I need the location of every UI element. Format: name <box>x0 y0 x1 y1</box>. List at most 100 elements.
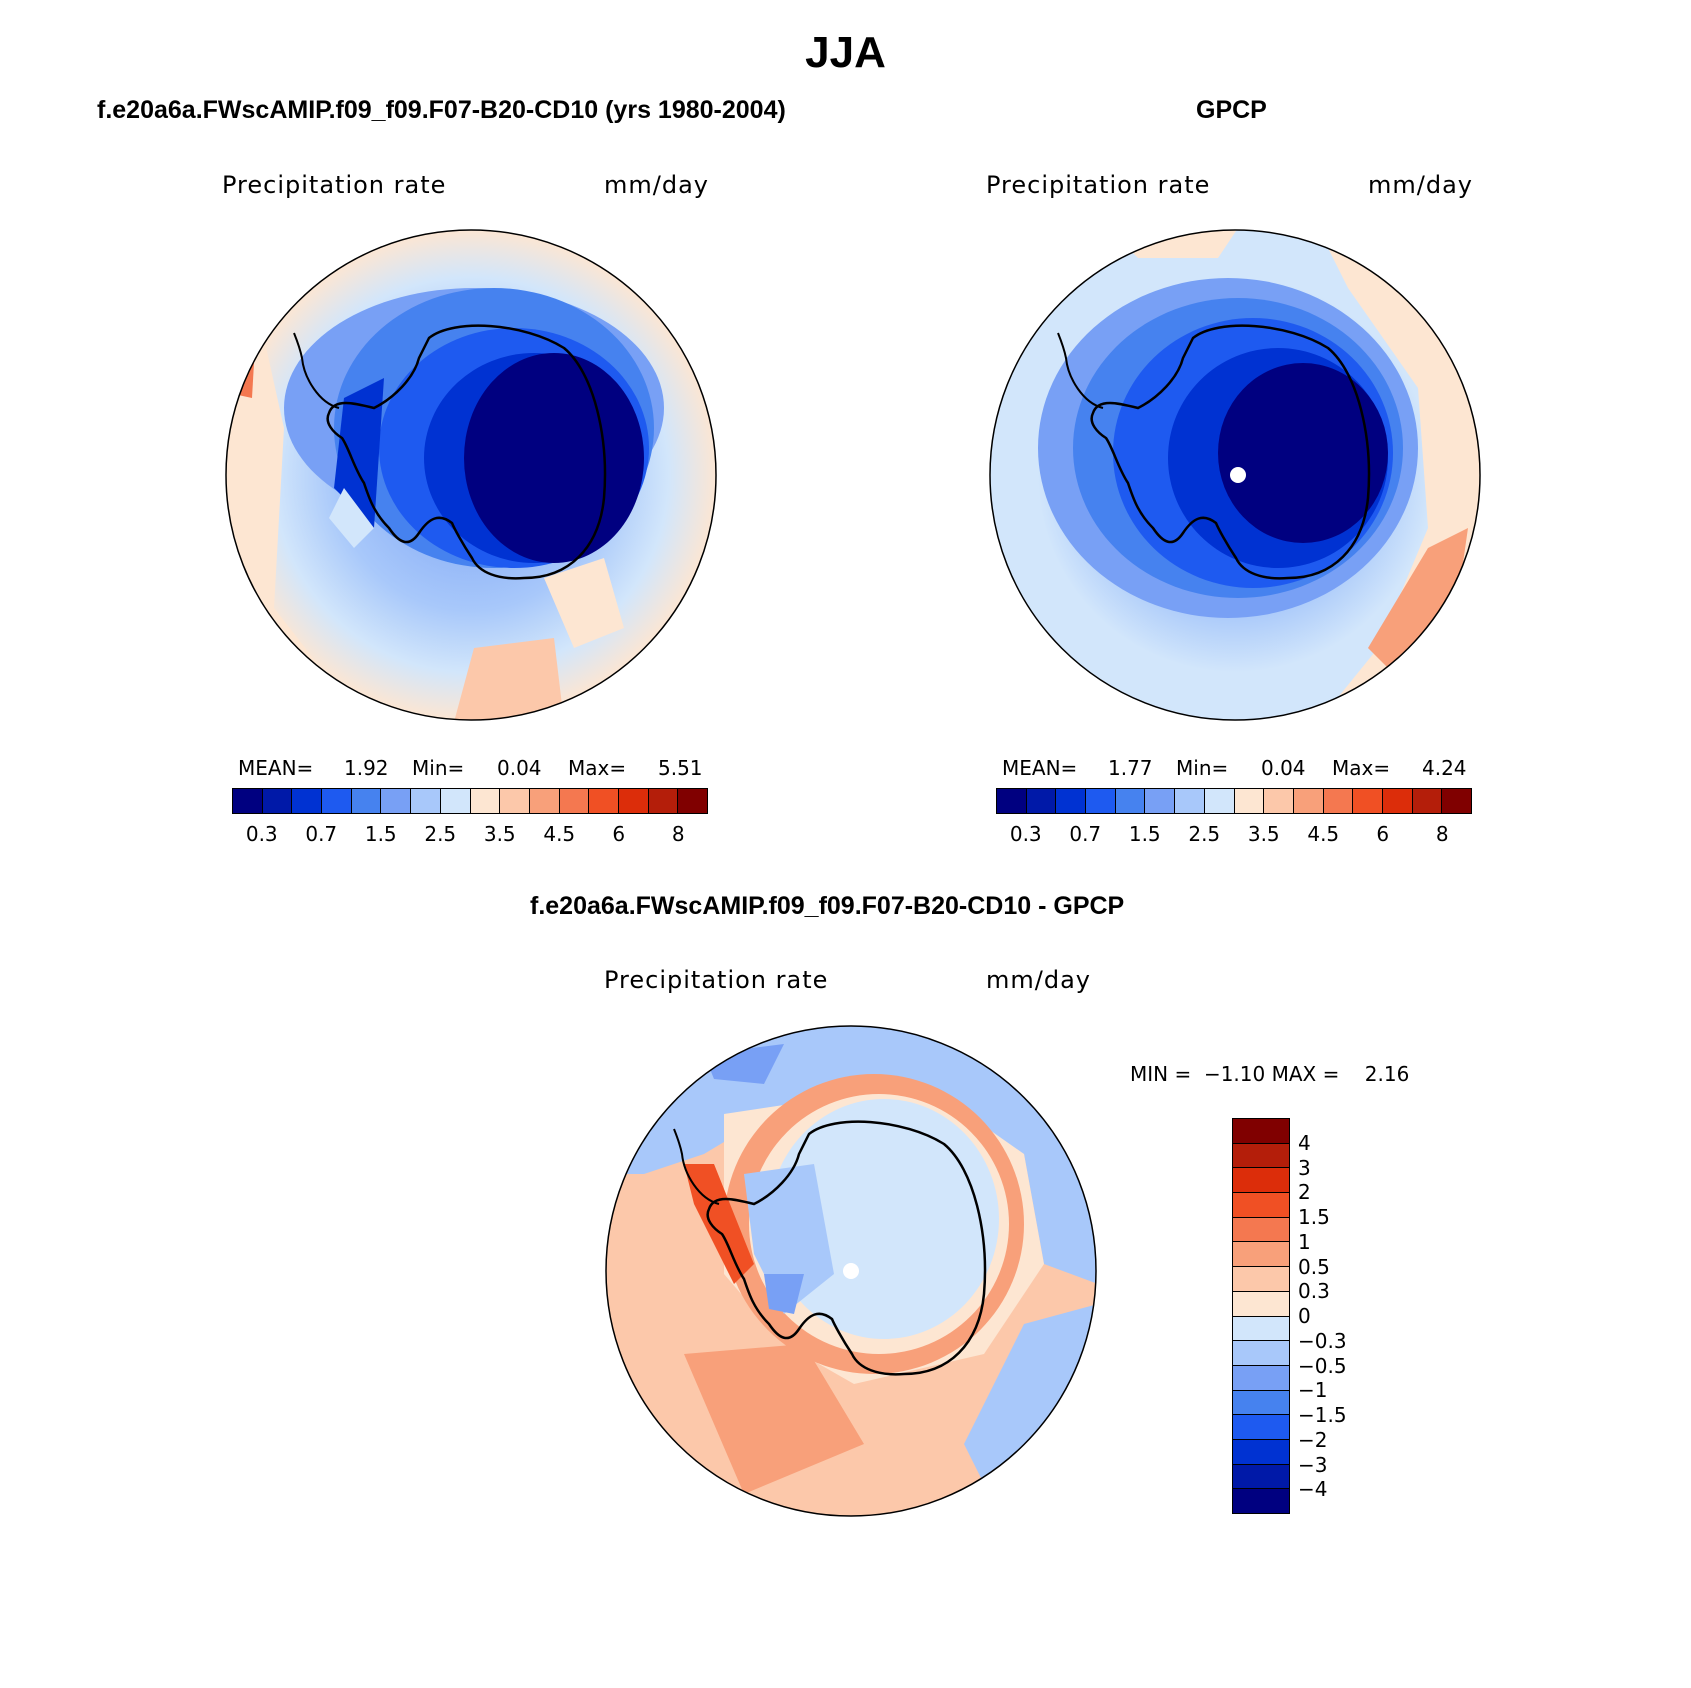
diff-colorbar-tick: −2 <box>1298 1427 1328 1452</box>
obs-colorbar-tick: 4.5 <box>1307 822 1340 846</box>
obs-colorbar-cell <box>1026 789 1057 813</box>
obs-colorbar-cell <box>1442 789 1471 813</box>
obs-colorbar-tick: 2.5 <box>1188 822 1221 846</box>
diff-colorbar-tick: 0.5 <box>1298 1254 1330 1279</box>
model-polar-map <box>225 229 717 721</box>
model-colorbar-tick: 3.5 <box>483 822 516 846</box>
obs-colorbar-ticks: 0.3 0.7 1.5 2.5 3.5 4.5 6 8 <box>996 822 1472 846</box>
obs-colorbar-tick: 6 <box>1376 822 1390 846</box>
obs-colorbar-cell <box>1412 789 1443 813</box>
diff-colorbar-cell <box>1233 1242 1289 1268</box>
obs-colorbar-cell <box>1086 789 1116 813</box>
diff-colorbar-cell <box>1233 1267 1289 1292</box>
obs-colorbar-cell <box>1204 789 1235 813</box>
obs-colorbar-cell <box>1056 789 1087 813</box>
model-colorbar-tick: 6 <box>612 822 626 846</box>
obs-colorbar-cell <box>1234 789 1265 813</box>
model-colorbar-cell <box>678 789 707 813</box>
model-colorbar-cell <box>262 789 293 813</box>
model-colorbar-tick: 2.5 <box>424 822 457 846</box>
diff-colorbar-tick: 0 <box>1298 1304 1311 1328</box>
diff-units-label: mm/day <box>986 966 1091 994</box>
model-colorbar-cell <box>529 789 560 813</box>
model-colorbar-tick: 0.3 <box>245 822 278 846</box>
model-colorbar-cell <box>500 789 530 813</box>
diff-colorbar-cell <box>1233 1341 1289 1366</box>
obs-colorbar-tick: 0.7 <box>1069 822 1102 846</box>
diff-colorbar-cell <box>1233 1464 1289 1490</box>
diff-colorbar-cell <box>1233 1415 1289 1440</box>
diff-colorbar-tick: 4 <box>1298 1130 1311 1155</box>
obs-panel-title: GPCP <box>1196 96 1267 124</box>
diff-colorbar-tick: 3 <box>1298 1155 1311 1180</box>
obs-colorbar-tick: 8 <box>1435 822 1449 846</box>
model-colorbar-cell <box>559 789 590 813</box>
diff-colorbar-tick: 0.3 <box>1298 1279 1330 1304</box>
diff-colorbar <box>1232 1118 1290 1514</box>
model-colorbar-cell <box>470 789 501 813</box>
model-mean-label: MEAN= <box>238 756 314 780</box>
obs-units-label: mm/day <box>1368 171 1473 199</box>
model-colorbar-cell <box>233 789 263 813</box>
obs-colorbar-cell <box>1293 789 1324 813</box>
model-variable-label: Precipitation rate <box>222 171 447 199</box>
obs-colorbar-tick: 1.5 <box>1128 822 1161 846</box>
obs-colorbar-cell <box>997 789 1027 813</box>
obs-colorbar-cell <box>1115 789 1146 813</box>
diff-colorbar-tick: −1.5 <box>1298 1403 1347 1427</box>
diff-colorbar-tick: −1 <box>1298 1378 1328 1403</box>
obs-colorbar-tick: 0.3 <box>1009 822 1042 846</box>
diff-colorbar-tick: 1.5 <box>1298 1205 1330 1229</box>
model-max-value: 5.51 <box>658 756 703 780</box>
model-colorbar-cell <box>589 789 619 813</box>
diff-minmax: MIN = −1.10 MAX = 2.16 <box>1130 1062 1410 1086</box>
obs-colorbar-cell <box>1382 789 1413 813</box>
diff-colorbar-cell <box>1233 1168 1289 1194</box>
obs-min-value: 0.04 <box>1261 756 1306 780</box>
diff-colorbar-cell <box>1233 1489 1289 1513</box>
diff-colorbar-cell <box>1233 1291 1289 1317</box>
obs-mean-label: MEAN= <box>1002 756 1078 780</box>
model-mean-value: 1.92 <box>344 756 389 780</box>
diff-colorbar-cell <box>1233 1365 1289 1391</box>
diff-colorbar-tick: 1 <box>1298 1229 1311 1254</box>
diff-colorbar-tick: −0.5 <box>1298 1353 1347 1378</box>
model-panel-title: f.e20a6a.FWscAMIP.f09_f09.F07-B20-CD10 (… <box>97 96 786 124</box>
model-colorbar-tick: 0.7 <box>305 822 338 846</box>
model-min-label: Min= <box>412 756 465 780</box>
obs-colorbar <box>996 788 1472 814</box>
diff-colorbar-cell <box>1233 1316 1289 1342</box>
diff-colorbar-cell <box>1233 1119 1289 1144</box>
model-colorbar-cell <box>618 789 649 813</box>
model-colorbar-cell <box>440 789 471 813</box>
diff-variable-label: Precipitation rate <box>604 966 829 994</box>
model-colorbar-cell <box>648 789 679 813</box>
diff-panel-title: f.e20a6a.FWscAMIP.f09_f09.F07-B20-CD10 -… <box>530 892 1125 920</box>
diff-colorbar-cell <box>1233 1193 1289 1218</box>
obs-colorbar-cell <box>1264 789 1294 813</box>
obs-colorbar-cell <box>1175 789 1205 813</box>
obs-mean-value: 1.77 <box>1108 756 1153 780</box>
obs-colorbar-cell <box>1145 789 1176 813</box>
model-max-label: Max= <box>568 756 627 780</box>
obs-max-label: Max= <box>1332 756 1391 780</box>
model-colorbar <box>232 788 708 814</box>
obs-colorbar-tick: 3.5 <box>1247 822 1280 846</box>
model-colorbar-cell <box>322 789 352 813</box>
model-colorbar-cell <box>411 789 441 813</box>
model-colorbar-cell <box>381 789 412 813</box>
obs-variable-label: Precipitation rate <box>986 171 1211 199</box>
diff-polar-map <box>605 1025 1097 1517</box>
model-units-label: mm/day <box>604 171 709 199</box>
obs-colorbar-cell <box>1353 789 1383 813</box>
diff-colorbar-ticks: 4 3 2 1.5 1 0.5 0.3 0 −0.3 −0.5 −1 −1.5 −2 −3 −4 <box>1298 1118 1398 1514</box>
diff-colorbar-cell <box>1233 1390 1289 1416</box>
diff-colorbar-cell <box>1233 1143 1289 1169</box>
model-colorbar-cell <box>351 789 382 813</box>
diff-colorbar-tick: −4 <box>1298 1477 1328 1502</box>
model-colorbar-tick: 1.5 <box>364 822 397 846</box>
diff-colorbar-tick: 2 <box>1298 1180 1311 1205</box>
obs-colorbar-cell <box>1323 789 1354 813</box>
obs-min-label: Min= <box>1176 756 1229 780</box>
model-colorbar-ticks: 0.3 0.7 1.5 2.5 3.5 4.5 6 8 <box>232 822 708 846</box>
